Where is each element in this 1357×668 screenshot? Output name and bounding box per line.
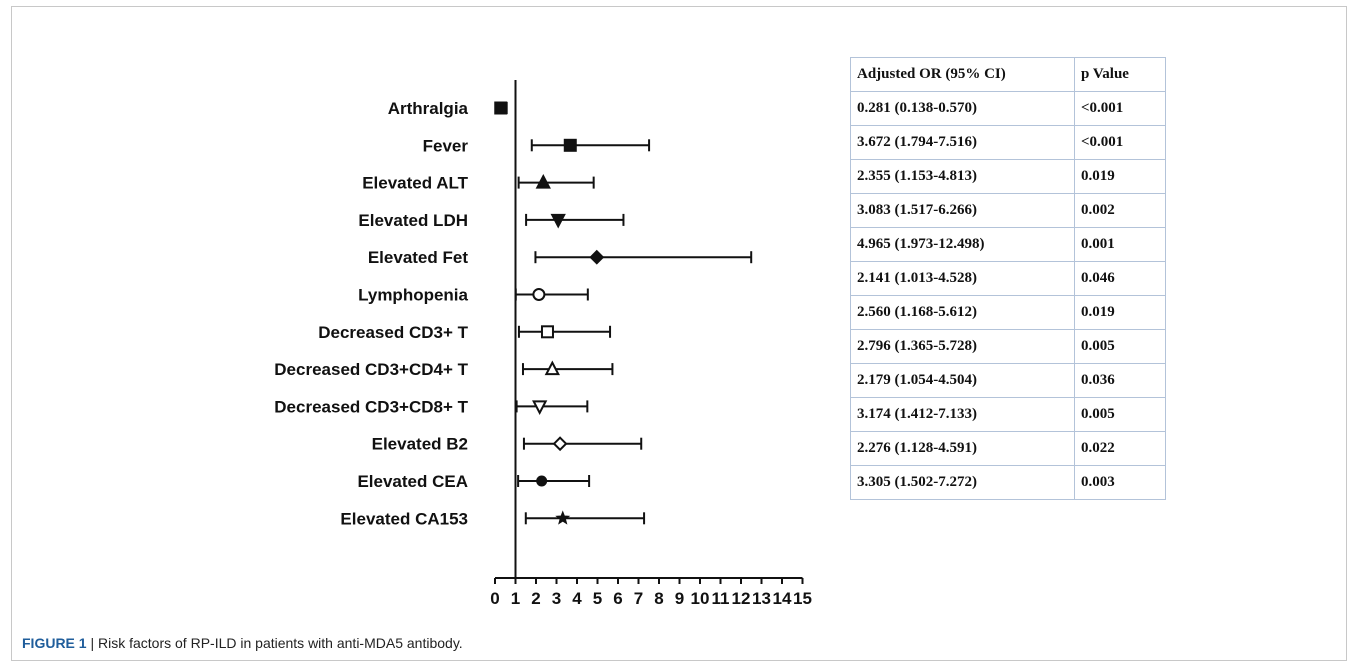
x-tick-label: 14 [773,589,792,608]
caption-text: Risk factors of RP-ILD in patients with … [98,635,463,651]
table-row: 3.174 (1.412-7.133) 0.005 [850,397,1166,432]
or-cell: 2.141 (1.013-4.528) [850,261,1075,296]
y-axis-labels: Arthralgia Fever Elevated ALT Elevated LDH E… [274,99,468,528]
y-axis-label: Elevated B2 [372,435,468,454]
or-cell: 2.179 (1.054-4.504) [850,363,1075,398]
or-cell: 2.796 (1.365-5.728) [850,329,1075,364]
x-tick-label: 7 [634,589,643,608]
x-tick-label: 4 [572,589,582,608]
y-axis-label: Decreased CD3+ T [318,323,468,342]
data-marker [536,475,548,487]
data-marker [544,360,560,376]
or-cell: 3.305 (1.502-7.272) [850,465,1075,500]
data-marker [550,213,566,229]
p-value-cell: 0.005 [1074,329,1166,364]
x-tick-label: 3 [552,589,561,608]
y-axis-label: Elevated CEA [357,472,468,491]
caption-label: FIGURE 1 [22,635,87,651]
data-marker [540,325,554,339]
p-value-cell: 0.002 [1074,193,1166,228]
data-marker [532,400,548,416]
x-tick-label: 15 [793,589,812,608]
data-marker [589,249,605,265]
data-marker [563,138,577,152]
y-axis-label: Decreased CD3+CD4+ T [274,360,468,379]
x-tick-label: 5 [593,589,602,608]
table-row: 3.305 (1.502-7.272) 0.003 [850,465,1166,500]
figure-caption: FIGURE 1 | Risk factors of RP-ILD in pat… [22,635,463,651]
table-row: 2.276 (1.128-4.591) 0.022 [850,431,1166,466]
forest-plot: Arthralgia Fever Elevated ALT Elevated LDH E… [274,80,812,608]
x-tick-label: 13 [752,589,771,608]
plot-marks [494,101,753,525]
column-header-p: p Value [1074,57,1166,92]
or-cell: 3.083 (1.517-6.266) [850,193,1075,228]
p-value-cell: 0.019 [1074,159,1166,194]
table-row: 3.083 (1.517-6.266) 0.002 [850,193,1166,228]
table-row: 2.355 (1.153-4.813) 0.019 [850,159,1166,194]
x-tick-label: 8 [654,589,663,608]
table-row: 2.179 (1.054-4.504) 0.036 [850,363,1166,398]
column-header-or: Adjusted OR (95% CI) [850,57,1075,92]
y-axis-label: Fever [423,136,469,155]
data-marker [535,173,551,189]
x-tick-label: 11 [712,589,730,608]
y-axis-label: Elevated ALT [362,174,468,193]
p-value-cell: 0.036 [1074,363,1166,398]
or-cell: 2.276 (1.128-4.591) [850,431,1075,466]
data-marker [552,436,568,452]
or-cell: 0.281 (0.138-0.570) [850,91,1075,126]
table-row: 4.965 (1.973-12.498) 0.001 [850,227,1166,262]
y-axis-label: Decreased CD3+CD8+ T [274,397,468,416]
y-axis-label: Elevated LDH [358,211,468,230]
y-axis-label: Arthralgia [388,99,469,118]
axes [495,80,803,579]
p-value-cell: 0.046 [1074,261,1166,296]
table-row: 0.281 (0.138-0.570) <0.001 [850,91,1166,126]
x-axis-ticks: 0 1 2 3 4 5 6 7 8 9 10 11 12 13 14 15 [490,578,812,608]
p-value-cell: 0.005 [1074,397,1166,432]
data-marker [555,510,571,525]
caption-separator: | [86,635,98,651]
x-tick-label: 1 [511,589,520,608]
y-axis-label: Elevated Fet [368,248,468,267]
p-value-cell: 0.001 [1074,227,1166,262]
x-tick-label: 9 [675,589,684,608]
x-tick-label: 2 [531,589,540,608]
or-cell: 2.560 (1.168-5.612) [850,295,1075,330]
p-value-cell: 0.022 [1074,431,1166,466]
x-tick-label: 12 [732,589,751,608]
x-tick-label: 0 [490,589,499,608]
x-tick-label: 10 [691,589,710,608]
p-value-cell: <0.001 [1074,125,1166,160]
table-row: 2.141 (1.013-4.528) 0.046 [850,261,1166,296]
or-cell: 3.174 (1.412-7.133) [850,397,1075,432]
table-row: 3.672 (1.794-7.516) <0.001 [850,125,1166,160]
or-cell: 3.672 (1.794-7.516) [850,125,1075,160]
p-value-cell: 0.019 [1074,295,1166,330]
p-value-cell: 0.003 [1074,465,1166,500]
data-marker [532,288,546,301]
table-header-row: Adjusted OR (95% CI) p Value [850,57,1166,92]
or-table: Adjusted OR (95% CI) p Value 0.281 (0.13… [850,57,1166,500]
or-cell: 4.965 (1.973-12.498) [850,227,1075,262]
table-row: 2.560 (1.168-5.612) 0.019 [850,295,1166,330]
table-row: 2.796 (1.365-5.728) 0.005 [850,329,1166,364]
data-marker [494,101,508,115]
or-cell: 2.355 (1.153-4.813) [850,159,1075,194]
y-axis-label: Elevated CA153 [340,509,468,528]
table-body: 0.281 (0.138-0.570) <0.001 3.672 (1.794-7.… [850,91,1166,500]
x-tick-label: 6 [613,589,622,608]
p-value-cell: <0.001 [1074,91,1166,126]
y-axis-label: Lymphopenia [358,286,468,305]
